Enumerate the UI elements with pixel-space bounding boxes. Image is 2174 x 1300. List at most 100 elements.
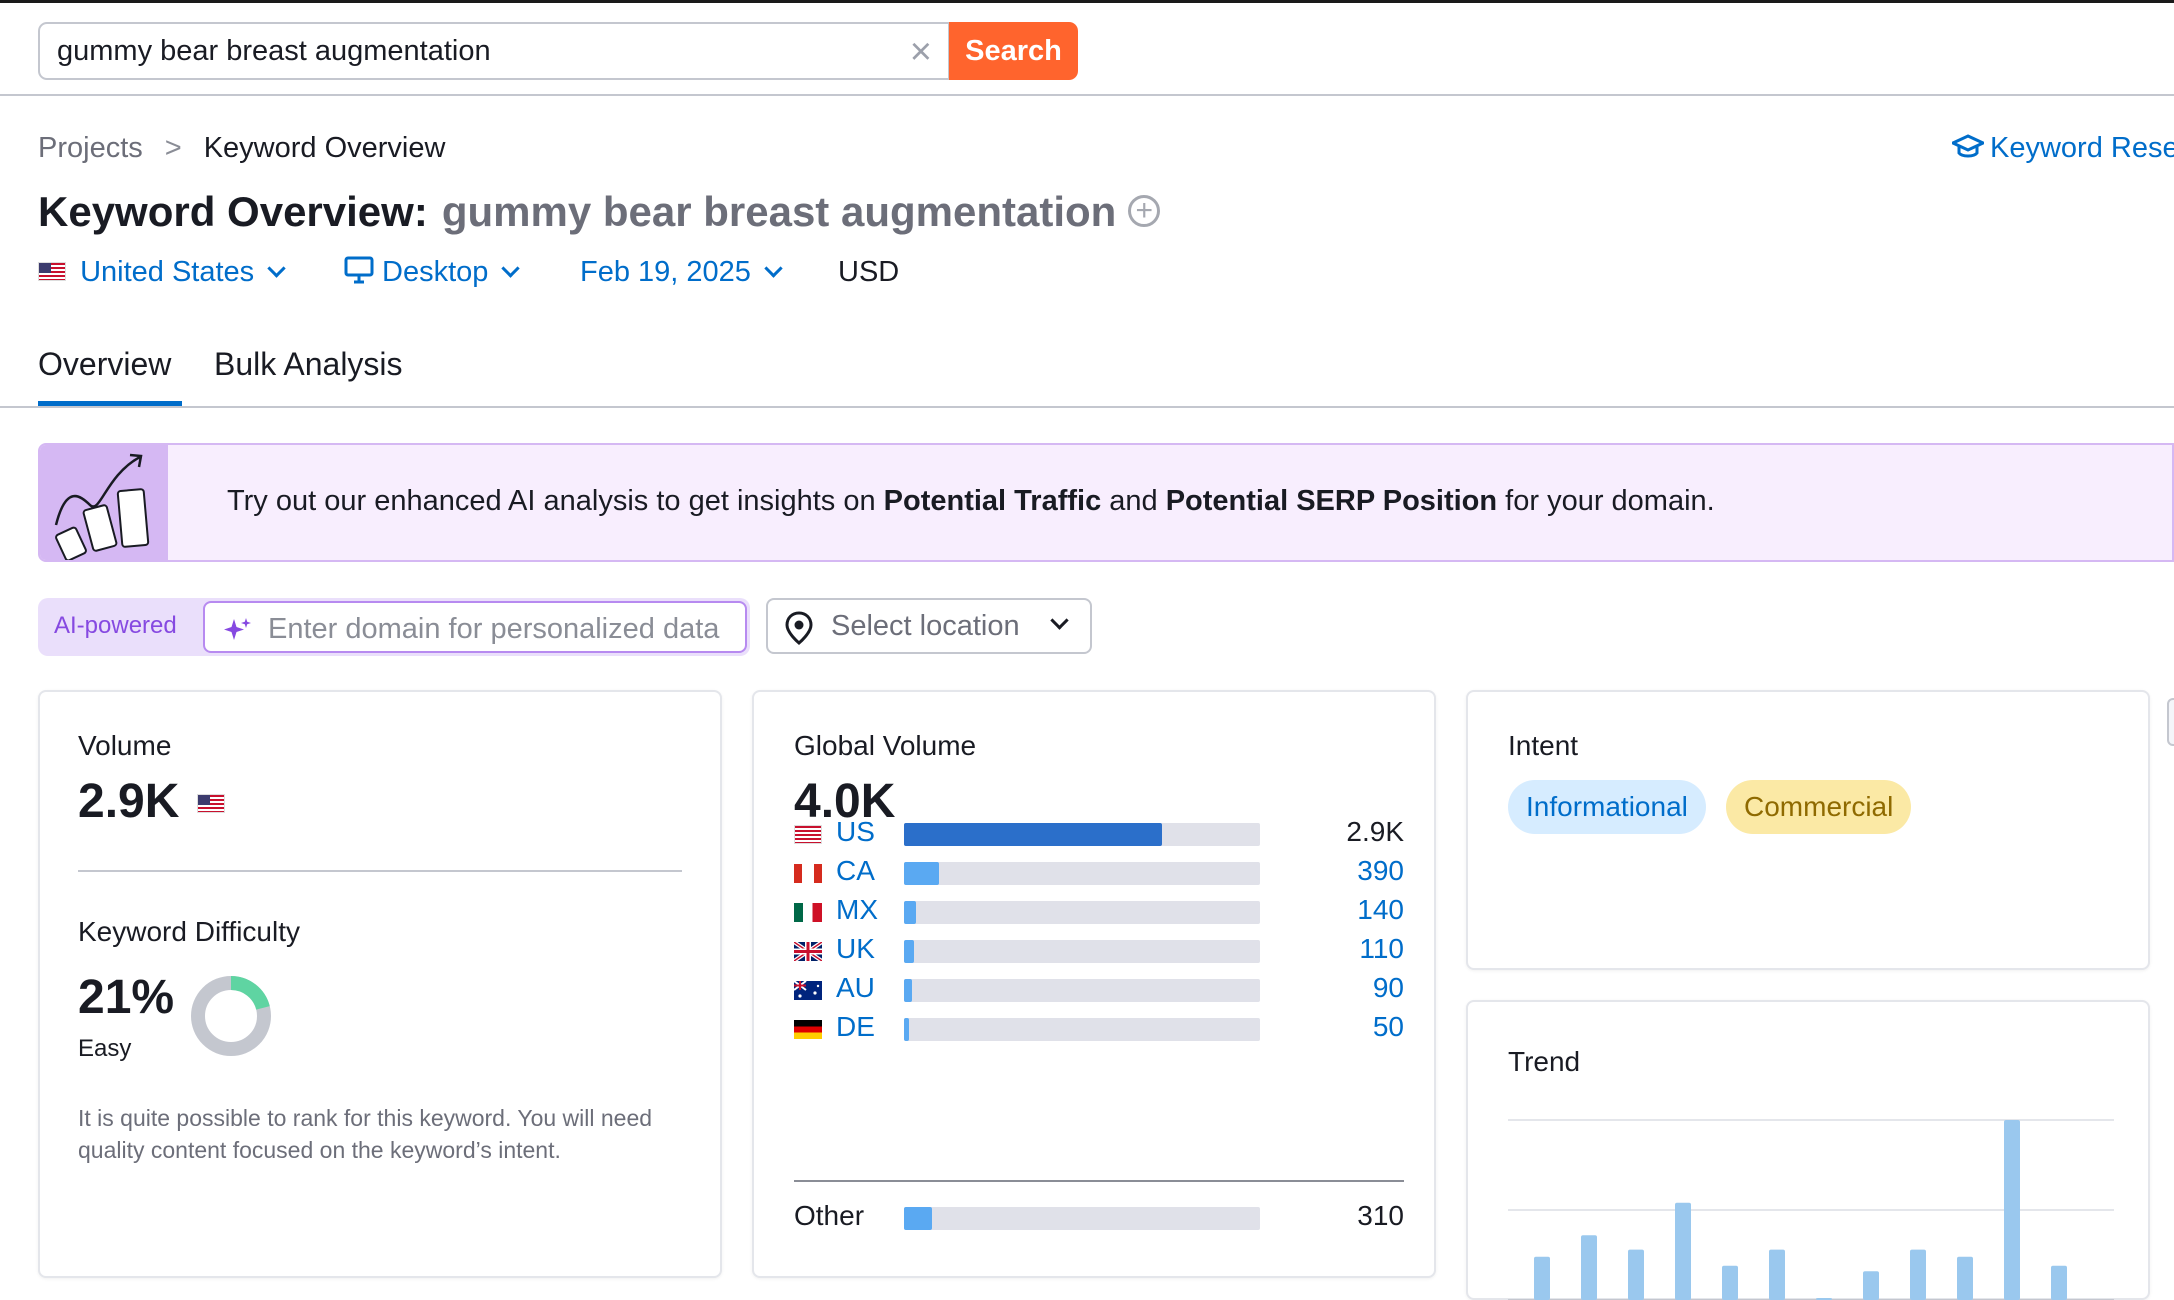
other-divider	[794, 1180, 1404, 1182]
search-input-value[interactable]: gummy bear breast augmentation	[57, 35, 491, 67]
country-value[interactable]: United States	[80, 256, 255, 288]
clear-search-icon[interactable]: ×	[909, 31, 932, 73]
country-select[interactable]: United States	[38, 256, 286, 289]
kd-donut	[191, 976, 271, 1056]
location-pin-icon	[785, 611, 813, 645]
chevron-down-icon	[267, 259, 286, 278]
country-bar-fill	[904, 823, 1163, 846]
country-code[interactable]: CA	[836, 855, 875, 886]
country-bar-fill	[904, 940, 914, 963]
sparkle-icon	[224, 618, 251, 640]
ai-powered-label: AI-powered	[54, 612, 177, 639]
breadcrumb-projects[interactable]: Projects	[38, 132, 143, 164]
trend-bar[interactable]	[1863, 1271, 1879, 1300]
breadcrumb-current: Keyword Overview	[203, 132, 446, 164]
breadcrumb-chevron-icon: >	[164, 132, 182, 164]
trend-bar[interactable]	[1910, 1249, 1926, 1300]
volume-label: Volume	[78, 730, 172, 761]
date-select[interactable]: Feb 19, 2025	[580, 256, 783, 289]
country-row-ca: CA 390	[794, 855, 1404, 891]
volume-value: 2.9K	[78, 774, 225, 829]
main-content: Projects > Keyword Overview Keyword Rese K…	[0, 96, 2174, 1300]
country-bar-fill	[904, 901, 917, 924]
device-value[interactable]: Desktop	[382, 256, 489, 288]
domain-input-placeholder[interactable]: Enter domain for personalized data	[268, 613, 720, 645]
trend-bar[interactable]	[1628, 1249, 1644, 1300]
domain-input[interactable]: Enter domain for personalized data	[203, 601, 747, 653]
mx-flag-icon	[794, 903, 822, 922]
tab-overview[interactable]: Overview	[38, 346, 182, 406]
add-to-list-icon[interactable]: +	[1128, 195, 1161, 227]
country-bar-track	[904, 901, 1260, 924]
trend-bar[interactable]	[1675, 1202, 1691, 1300]
trend-bar[interactable]	[1534, 1256, 1550, 1300]
banner-text: Try out our enhanced AI analysis to get …	[227, 485, 1715, 518]
location-placeholder[interactable]: Select location	[831, 610, 1020, 642]
chevron-down-icon	[1050, 611, 1069, 630]
trend-card: Trend	[1466, 1000, 2150, 1300]
kd-label: Keyword Difficulty	[78, 916, 301, 947]
country-value[interactable]: 50	[1372, 1011, 1404, 1042]
kd-value: 21%	[78, 971, 175, 1024]
trend-bar[interactable]	[1722, 1265, 1738, 1300]
country-value[interactable]: 140	[1357, 894, 1404, 925]
global-volume-card: Global Volume 4.0K US 2.9K CA 390 MX 140 UK 110…	[752, 690, 1436, 1278]
us-flag-icon	[196, 794, 225, 813]
device-select[interactable]: Desktop	[344, 256, 521, 289]
country-code[interactable]: AU	[836, 972, 875, 1003]
date-value[interactable]: Feb 19, 2025	[580, 256, 751, 288]
banner-potential-traffic: Potential Traffic	[883, 485, 1102, 517]
kd-level: Easy	[78, 1035, 132, 1062]
keyword-research-link[interactable]: Keyword Rese	[1949, 132, 2174, 165]
country-row-de: DE 50	[794, 1011, 1404, 1047]
banner-text-mid: and	[1101, 485, 1166, 517]
us-flag-icon	[794, 825, 822, 844]
banner-potential-serp: Potential SERP Position	[1165, 485, 1498, 517]
country-code[interactable]: MX	[836, 894, 878, 925]
trend-bar[interactable]	[2051, 1265, 2067, 1300]
other-label: Other	[794, 1200, 865, 1231]
country-value[interactable]: 90	[1372, 972, 1404, 1003]
country-value[interactable]: 110	[1359, 933, 1404, 964]
other-bar-fill	[904, 1207, 932, 1230]
tab-bar: Overview Bulk Analysis	[0, 346, 2174, 408]
ai-powered-group: AI-powered Enter domain for personalized…	[38, 598, 750, 656]
country-bar-track	[904, 1018, 1260, 1041]
country-row-us: US 2.9K	[794, 816, 1404, 852]
volume-value-text: 2.9K	[78, 775, 180, 828]
kd-description: It is quite possible to rank for this ke…	[78, 1105, 653, 1163]
edge-button[interactable]	[2167, 698, 2174, 746]
us-flag-icon	[38, 262, 66, 281]
country-bar-fill	[904, 862, 939, 885]
tab-bulk-analysis[interactable]: Bulk Analysis	[214, 346, 403, 382]
country-row-uk: UK 110	[792, 933, 1404, 969]
country-code[interactable]: DE	[836, 1011, 875, 1042]
trend-bar[interactable]	[2004, 1120, 2020, 1300]
country-row-mx: MX 140	[794, 894, 1404, 930]
country-value[interactable]: 390	[1357, 855, 1404, 886]
country-row-other: Other 310	[794, 1200, 1404, 1236]
keyword-research-label[interactable]: Keyword Rese	[1990, 132, 2174, 164]
de-flag-icon	[794, 1020, 822, 1039]
uk-flag-icon	[792, 940, 824, 963]
country-code[interactable]: US	[836, 816, 875, 847]
growth-chart-illustration	[40, 445, 168, 562]
trend-bar[interactable]	[1581, 1235, 1597, 1300]
banner-text-pre: Try out our enhanced AI analysis to get …	[227, 485, 884, 517]
country-bar-track	[904, 979, 1260, 1002]
other-value: 310	[1357, 1200, 1404, 1231]
country-bar-track	[904, 823, 1260, 846]
trend-bar[interactable]	[1769, 1249, 1785, 1300]
trend-bar[interactable]	[1957, 1256, 1973, 1300]
search-button[interactable]: Search	[949, 22, 1078, 80]
breadcrumb: Projects > Keyword Overview	[38, 132, 445, 165]
trend-chart	[1508, 1119, 2114, 1300]
search-input[interactable]: gummy bear breast augmentation ×	[38, 22, 950, 80]
page-title-keyword: gummy bear breast augmentation	[441, 188, 1117, 235]
banner-text-post: for your domain.	[1497, 485, 1715, 517]
location-select[interactable]: Select location	[766, 598, 1092, 654]
country-code[interactable]: UK	[836, 933, 875, 964]
global-volume-value: 4.0K	[794, 775, 896, 828]
country-bar-track	[904, 862, 1260, 885]
country-bar-fill	[904, 979, 913, 1002]
